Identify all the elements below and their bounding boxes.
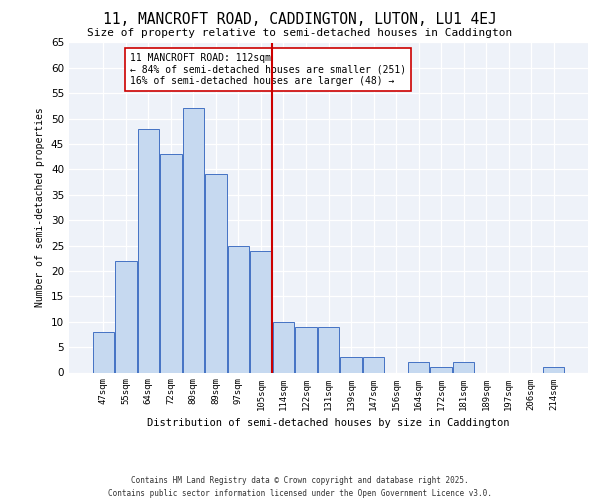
Bar bbox=[318, 327, 339, 372]
Bar bbox=[205, 174, 227, 372]
Bar bbox=[92, 332, 114, 372]
Y-axis label: Number of semi-detached properties: Number of semi-detached properties bbox=[35, 108, 46, 308]
Bar bbox=[543, 368, 565, 372]
Bar bbox=[408, 362, 429, 372]
Bar bbox=[363, 358, 384, 372]
Bar bbox=[340, 358, 362, 372]
Text: 11, MANCROFT ROAD, CADDINGTON, LUTON, LU1 4EJ: 11, MANCROFT ROAD, CADDINGTON, LUTON, LU… bbox=[103, 12, 497, 28]
Text: Size of property relative to semi-detached houses in Caddington: Size of property relative to semi-detach… bbox=[88, 28, 512, 38]
Bar bbox=[115, 261, 137, 372]
Bar bbox=[250, 250, 272, 372]
Bar bbox=[228, 246, 249, 372]
Bar bbox=[453, 362, 475, 372]
Text: Contains HM Land Registry data © Crown copyright and database right 2025.
Contai: Contains HM Land Registry data © Crown c… bbox=[108, 476, 492, 498]
Bar bbox=[137, 129, 159, 372]
X-axis label: Distribution of semi-detached houses by size in Caddington: Distribution of semi-detached houses by … bbox=[147, 418, 510, 428]
Bar bbox=[182, 108, 204, 372]
Bar bbox=[430, 368, 452, 372]
Bar bbox=[295, 327, 317, 372]
Text: 11 MANCROFT ROAD: 112sqm
← 84% of semi-detached houses are smaller (251)
16% of : 11 MANCROFT ROAD: 112sqm ← 84% of semi-d… bbox=[130, 52, 406, 86]
Bar bbox=[273, 322, 294, 372]
Bar bbox=[160, 154, 182, 372]
